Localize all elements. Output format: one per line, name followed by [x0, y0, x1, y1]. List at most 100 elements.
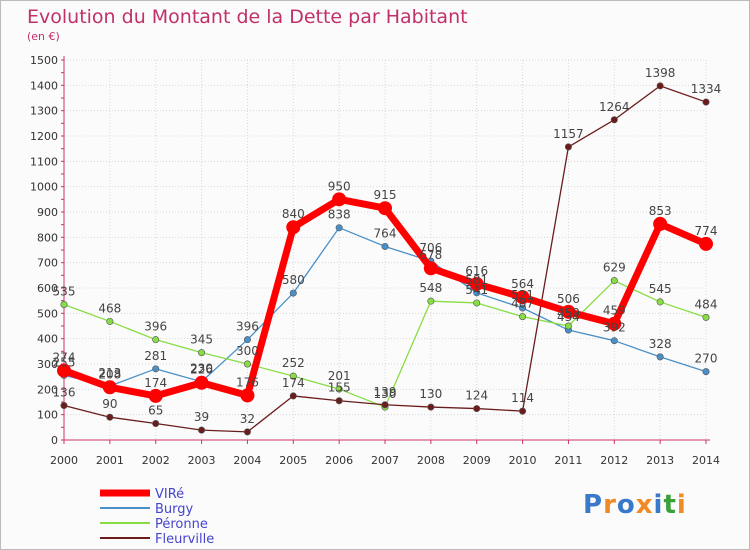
data-label: 548	[419, 281, 442, 295]
data-label: 506	[557, 292, 580, 306]
data-point	[656, 298, 664, 306]
x-tick-label: 2005	[279, 454, 307, 467]
data-label: 450	[557, 306, 580, 320]
y-tick-label: 1000	[30, 181, 58, 194]
data-point	[335, 385, 343, 393]
data-point	[519, 313, 527, 321]
data-point	[427, 297, 435, 305]
data-label: 65	[148, 404, 163, 418]
y-tick-label: 1400	[30, 79, 58, 92]
data-label: 840	[282, 207, 305, 221]
y-tick-label: 200	[37, 383, 58, 396]
data-label: 136	[53, 386, 76, 400]
x-tick-label: 2003	[188, 454, 216, 467]
data-point	[515, 290, 530, 305]
x-tick-label: 2004	[233, 454, 261, 467]
data-label: 270	[695, 352, 718, 366]
data-point	[102, 380, 117, 395]
data-point	[240, 388, 255, 403]
data-label: 226	[190, 363, 213, 377]
y-tick-label: 1100	[30, 155, 58, 168]
data-point	[106, 317, 114, 325]
data-point	[106, 413, 114, 421]
data-label: 201	[328, 369, 351, 383]
data-point	[60, 300, 68, 308]
data-label: 114	[511, 391, 534, 405]
data-point	[610, 337, 618, 345]
y-tick-label: 1300	[30, 105, 58, 118]
data-label: 130	[419, 387, 442, 401]
data-label: 281	[144, 349, 167, 363]
data-label: 853	[649, 204, 672, 218]
x-tick-label: 2001	[96, 454, 124, 467]
legend-label-burgy: Burgy	[155, 502, 194, 517]
data-point	[564, 143, 572, 151]
data-label: 1264	[599, 100, 630, 114]
x-tick-label: 2008	[417, 454, 445, 467]
data-point	[423, 261, 438, 276]
x-tick-label: 2002	[142, 454, 170, 467]
data-label: 255	[53, 355, 76, 369]
data-label: 328	[649, 337, 672, 351]
data-label: 774	[695, 224, 718, 238]
data-label: 521	[511, 288, 534, 302]
data-label: 392	[603, 321, 626, 335]
x-tick-label: 2000	[50, 454, 78, 467]
y-tick-label: 0	[51, 434, 58, 447]
data-point	[152, 336, 160, 344]
data-point	[381, 242, 389, 250]
data-label: 678	[419, 248, 442, 262]
data-point	[702, 313, 710, 321]
y-tick-label: 800	[37, 231, 58, 244]
data-point	[335, 224, 343, 232]
y-tick-label: 300	[37, 358, 58, 371]
data-point	[519, 304, 527, 312]
x-tick-label: 2013	[646, 454, 674, 467]
data-point	[60, 402, 68, 410]
data-label: 32	[240, 412, 255, 426]
data-label: 468	[98, 301, 121, 315]
data-point	[427, 403, 435, 411]
data-point	[148, 388, 163, 403]
proxiti-logo: Proxiti	[583, 490, 687, 520]
data-label: 230	[190, 362, 213, 376]
y-tick-label: 1200	[30, 130, 58, 143]
y-tick-label: 100	[37, 409, 58, 422]
data-point	[656, 82, 664, 90]
x-tick-label: 2007	[371, 454, 399, 467]
data-label: 1157	[553, 127, 584, 141]
x-tick-label: 2014	[692, 454, 720, 467]
data-label: 208	[98, 367, 121, 381]
data-label: 541	[465, 283, 488, 297]
y-tick-label: 500	[37, 307, 58, 320]
data-point	[335, 397, 343, 405]
data-point	[473, 405, 481, 413]
data-point	[381, 401, 389, 409]
data-label: 130	[374, 387, 397, 401]
data-label: 1334	[691, 82, 722, 96]
data-point	[152, 365, 160, 373]
data-point	[610, 277, 618, 285]
data-label: 950	[328, 179, 351, 193]
data-point	[702, 98, 710, 106]
y-tick-label: 700	[37, 257, 58, 270]
data-point	[653, 216, 668, 231]
data-label: 155	[328, 381, 351, 395]
data-label: 345	[190, 333, 213, 347]
data-point	[656, 353, 664, 361]
data-label: 580	[282, 273, 305, 287]
data-label: 213	[98, 366, 121, 380]
data-labels: 274 208 174 226 176 840 950 915 678 616 564 506 459 8…	[53, 66, 722, 426]
legend-label-péronne: Péronne	[155, 517, 208, 532]
y-tick-label: 1500	[30, 54, 58, 67]
data-label: 124	[465, 389, 488, 403]
data-label: 564	[511, 277, 534, 291]
data-label: 434	[557, 310, 580, 324]
legend-label-fleurville: Fleurville	[155, 532, 214, 547]
data-label: 581	[465, 273, 488, 287]
data-label: 484	[695, 297, 718, 311]
legend-label-viré: VIRé	[155, 487, 184, 502]
